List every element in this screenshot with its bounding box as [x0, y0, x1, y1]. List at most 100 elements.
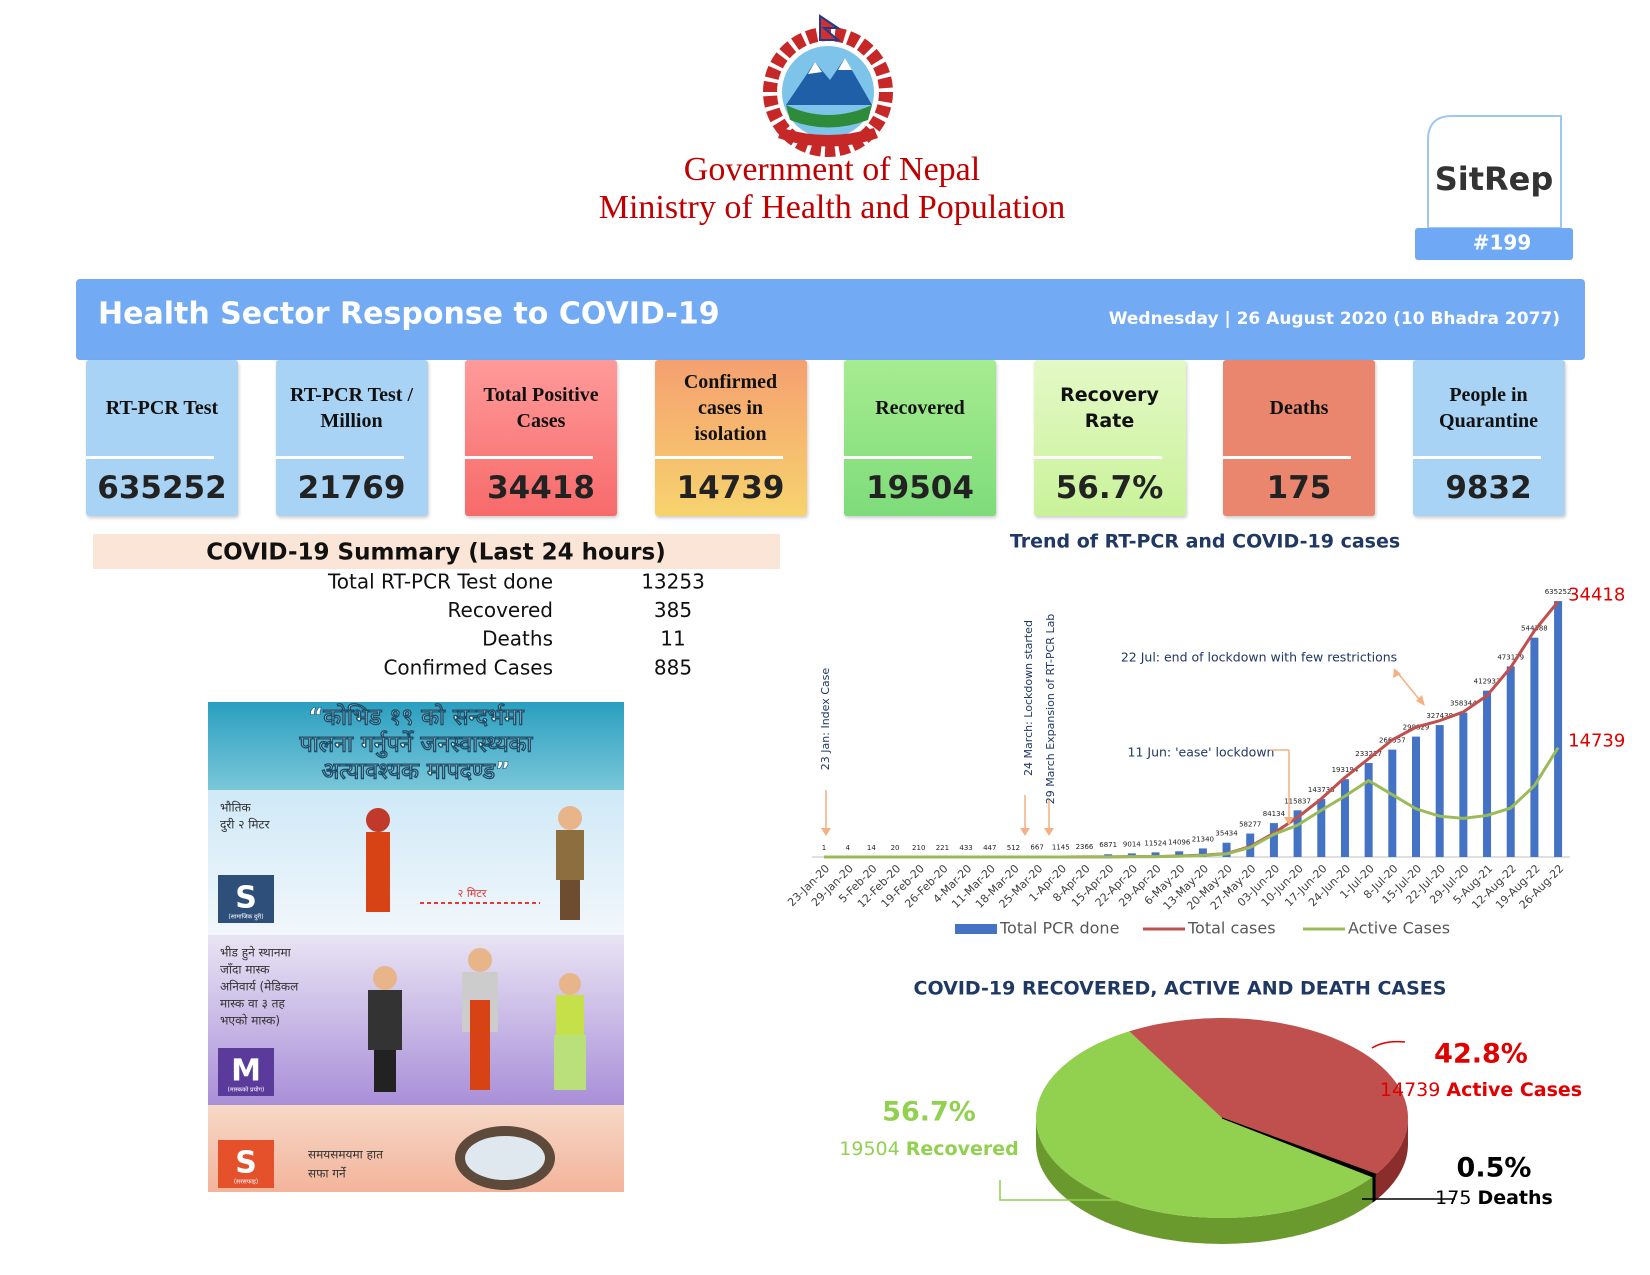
bar-label: 4 — [845, 844, 850, 852]
arrow-head — [821, 828, 831, 836]
pie-percent: 56.7% — [882, 1097, 976, 1128]
bar-label: 21340 — [1192, 835, 1214, 843]
bar — [1269, 823, 1278, 857]
chart-title: Trend of RT-PCR and COVID-19 cases — [1010, 531, 1400, 553]
stat-card: Confirmed cases in isolation 14739 — [654, 360, 807, 516]
sitrep-box — [1427, 115, 1562, 229]
card-label: Confirmed cases in isolation — [683, 371, 778, 445]
card-divider — [1412, 456, 1541, 459]
bar-label: 447 — [983, 844, 996, 852]
bar-label: 193194 — [1332, 766, 1359, 774]
poster-title: “कोभिड १९ को सन्दर्भमा — [308, 703, 525, 731]
summary-label: Deaths — [482, 627, 553, 651]
card-value: 14739 — [676, 470, 785, 506]
card-label: Total Positive Cases — [483, 384, 599, 432]
bar-label: 84134 — [1263, 810, 1286, 818]
pie-count-label: 19504 Recovered — [839, 1138, 1018, 1160]
bar-label: 473179 — [1497, 653, 1524, 661]
card-divider — [86, 456, 214, 459]
bar-label: 14096 — [1168, 838, 1191, 846]
pie-percent: 42.8% — [1434, 1039, 1528, 1070]
arrow-head — [1284, 817, 1294, 825]
card-label: RT-PCR Test / Million — [289, 384, 414, 432]
badge-letter: S — [235, 881, 257, 916]
poster-text: मास्क वा ३ तह — [220, 997, 285, 1011]
badge-caption: (सरसफाइ) — [234, 1179, 258, 1186]
annotation: 23 Jan: Index Case — [819, 668, 832, 771]
arrow-head — [1020, 828, 1030, 836]
bar — [1388, 749, 1397, 857]
pie-category: Recovered — [906, 1138, 1019, 1160]
annotation: 29 March Expansion of RT-PCR Lab — [1044, 614, 1057, 805]
bar-label: 1 — [822, 844, 826, 852]
card-value: 635252 — [97, 470, 227, 506]
bar — [1435, 725, 1444, 857]
issue-bar — [1415, 228, 1573, 260]
poster-text: भएको मास्क) — [220, 1014, 280, 1028]
badge-caption: (मास्कको प्रयोग) — [228, 1086, 265, 1094]
poster-distance: २ मिटर — [458, 887, 487, 900]
bar — [1198, 848, 1207, 857]
pie-side — [1372, 1174, 1376, 1203]
bar-label: 667 — [1030, 844, 1043, 852]
card-divider — [1033, 456, 1162, 459]
bar — [1175, 851, 1184, 857]
stat-card: Deaths 175 — [1223, 360, 1375, 516]
emblem — [763, 14, 893, 157]
badge — [218, 1140, 274, 1188]
bar — [1506, 666, 1515, 857]
poster-text: भीड हुने स्थानमा — [220, 946, 292, 961]
card-divider — [465, 456, 593, 459]
arrow-head — [1416, 695, 1425, 706]
bar — [1222, 842, 1231, 857]
card-value: 175 — [1266, 470, 1332, 506]
poster-text: जाँदा मास्क — [220, 963, 270, 977]
line — [824, 746, 1560, 859]
bar — [1412, 736, 1420, 857]
bar-label: 2366 — [1076, 843, 1094, 851]
summary-value: 13253 — [641, 570, 705, 594]
banner — [76, 279, 1585, 360]
bar-label: 433 — [959, 844, 972, 852]
bar-label: 1145 — [1052, 844, 1070, 852]
bar — [1364, 763, 1373, 857]
pie-count-label: 14739 Active Cases — [1380, 1079, 1582, 1101]
pie-slice — [1036, 1031, 1373, 1219]
poster-text: समयसमयमा हात — [308, 1148, 384, 1162]
bar-label: 412933 — [1474, 678, 1501, 686]
bar-label: 20 — [891, 844, 900, 852]
banner-title: Health Sector Response to COVID-19 — [98, 297, 720, 332]
bar-label: 6871 — [1099, 841, 1117, 849]
legend-label: Active Cases — [1348, 919, 1450, 938]
annotation: 24 March: Lockdown started — [1022, 620, 1035, 776]
end-label: 14739 — [1568, 731, 1625, 752]
header-line2: Ministry of Health and Population — [599, 189, 1066, 226]
card-label: Deaths — [1269, 397, 1329, 419]
stat-card: Recovery Rate 56.7% — [1033, 360, 1186, 516]
pie-side — [1375, 1118, 1408, 1201]
card-divider — [844, 456, 972, 459]
bar-label: 233227 — [1355, 750, 1382, 758]
summary-label: Confirmed Cases — [383, 655, 553, 679]
bar — [1483, 690, 1492, 857]
card-label: Recovered — [875, 397, 965, 419]
banner-date: Wednesday | 26 August 2020 (10 Bhadra 20… — [1109, 309, 1560, 329]
bar-label: 14 — [867, 844, 876, 852]
bar-label: 635252 — [1545, 588, 1572, 596]
issue: #199 — [1473, 231, 1532, 255]
card-divider — [654, 456, 783, 459]
pie-slice — [1129, 1017, 1409, 1175]
bar-label: 11524 — [1144, 839, 1167, 847]
summary-value: 885 — [654, 655, 692, 679]
stat-card: People in Quarantine 9832 — [1412, 360, 1565, 516]
pie-percent: 0.5% — [1457, 1153, 1532, 1184]
stat-card: Recovered 19504 — [844, 360, 996, 516]
summary-value: 385 — [654, 598, 692, 622]
legend-label: Total PCR done — [999, 919, 1119, 938]
card-label: People in Quarantine — [1439, 384, 1538, 432]
arrow-head — [1393, 668, 1401, 678]
card-value: 9832 — [1445, 470, 1532, 506]
annotation: 22 Jul: end of lockdown with few restric… — [1121, 650, 1397, 665]
